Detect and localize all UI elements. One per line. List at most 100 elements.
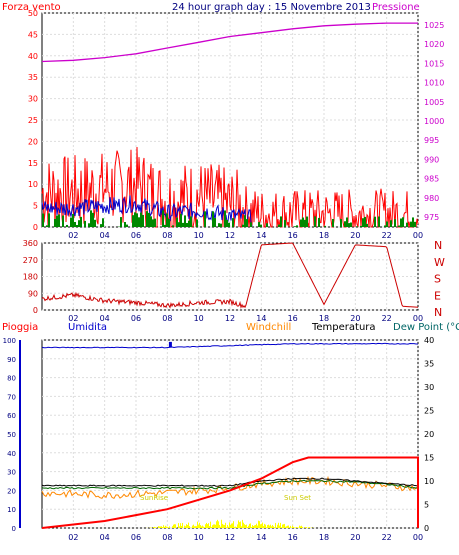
- wind-bar: [242, 224, 244, 227]
- humidity-tick-label: 20: [7, 487, 16, 495]
- wind-tick-label: 15: [28, 159, 38, 168]
- pressure-tick-label: 975: [424, 213, 439, 222]
- solar-bar: [236, 527, 237, 528]
- wind-bar: [384, 225, 386, 227]
- wind-bar: [142, 214, 144, 227]
- lower-x-ticks: 02 04 06 08 10 12 14 16 18 20 22 00: [68, 533, 423, 542]
- wind-bar: [224, 210, 226, 227]
- wind-pressure-series: [41, 22, 419, 228]
- solar-bar: [255, 525, 256, 528]
- pressure-tick-label: 1005: [424, 98, 444, 107]
- wind-bar: [390, 220, 392, 227]
- solar-bar: [242, 519, 243, 528]
- wind-bar: [134, 212, 136, 227]
- wind-bar: [260, 224, 262, 227]
- solar-bar: [280, 522, 281, 528]
- lower-x-tick-label: 06: [131, 533, 141, 542]
- wind-tick-label: 45: [28, 30, 38, 39]
- direction-tick-label: 360: [23, 239, 38, 248]
- temperature-tick-label: 15: [424, 454, 434, 463]
- solar-bar: [254, 525, 255, 528]
- pressure-axis-title: Pressione: [372, 2, 420, 13]
- solar-bar: [265, 524, 266, 528]
- wind-bar: [184, 215, 186, 227]
- solar-bar: [217, 519, 218, 528]
- solar-bar: [211, 526, 212, 528]
- wind-bar: [220, 223, 222, 227]
- wind-bar: [88, 223, 90, 227]
- solar-bar: [305, 526, 306, 528]
- solar-bar: [196, 526, 197, 528]
- wind-bar: [182, 222, 184, 227]
- solar-bar: [235, 526, 236, 528]
- wind-tick-label: 30: [28, 95, 38, 104]
- wind-x-tick-label: 12: [225, 231, 235, 240]
- solar-bar: [189, 526, 190, 528]
- wind-bar: [344, 221, 346, 227]
- solar-bar: [299, 525, 300, 528]
- wind-bar: [120, 217, 122, 227]
- direction-x-tick-label: 10: [194, 314, 204, 323]
- wind-bar: [190, 216, 192, 227]
- rain-title: Pioggia: [2, 322, 38, 333]
- direction-tick-label: 270: [23, 256, 38, 265]
- humidity-line: [41, 342, 418, 349]
- wind-bar: [166, 213, 168, 227]
- lower-x-tick-label: 20: [350, 533, 360, 542]
- wind-bar: [42, 213, 44, 227]
- solar-bar: [259, 521, 260, 528]
- temperature-tick-label: 30: [424, 383, 434, 392]
- wind-bar: [94, 219, 96, 227]
- chart-title: 24 hour graph day : 15 Novembre 2013: [172, 2, 371, 13]
- lower-x-tick-label: 14: [256, 533, 266, 542]
- solar-bar: [162, 527, 163, 528]
- solar-bar: [232, 523, 233, 528]
- direction-x-tick-label: 18: [319, 314, 329, 323]
- solar-bar: [250, 523, 251, 528]
- solar-bar: [300, 526, 301, 528]
- wind-bar: [54, 218, 56, 227]
- solar-bar: [302, 526, 303, 528]
- wind-bar: [74, 221, 76, 227]
- solar-bar: [184, 525, 185, 528]
- solar-bar: [204, 527, 205, 528]
- windchill-title: Windchill: [246, 322, 291, 333]
- wind-bar: [204, 211, 206, 227]
- wind-x-tick-label: 16: [288, 231, 298, 240]
- direction-x-tick-label: 12: [225, 314, 235, 323]
- wind-x-tick-label: 22: [382, 231, 392, 240]
- wind-bar: [80, 216, 82, 227]
- wind-bar: [152, 219, 154, 227]
- solar-bar: [288, 525, 289, 528]
- solar-bar: [193, 524, 194, 528]
- wind-bar: [284, 219, 286, 227]
- lower-x-tick-label: 10: [194, 533, 204, 542]
- solar-bar: [214, 524, 215, 528]
- wind-bar: [258, 222, 260, 227]
- solar-bar: [200, 525, 201, 528]
- solar-bar: [289, 527, 290, 528]
- solar-bar: [248, 525, 249, 528]
- wind-bar: [266, 223, 268, 227]
- solar-bar: [169, 526, 170, 528]
- wind-bar: [324, 225, 326, 227]
- solar-bar: [252, 525, 253, 528]
- wind-bar: [406, 222, 408, 227]
- wind-bar: [180, 213, 182, 227]
- solar-bar: [277, 524, 278, 528]
- solar-bar: [226, 527, 227, 528]
- wind-bar: [350, 222, 352, 227]
- temperature-tick-label: 20: [424, 430, 434, 439]
- direction-x-ticks: 02 04 06 08 10 12 14 16 18 20 22 00: [68, 314, 423, 323]
- solar-bar: [237, 524, 238, 528]
- solar-bar: [195, 526, 196, 528]
- solar-bar: [228, 526, 229, 528]
- solar-bar: [238, 520, 239, 528]
- wind-bar: [100, 224, 102, 227]
- direction-x-tick-label: 08: [162, 314, 172, 323]
- wind-tick-label: 25: [28, 116, 38, 125]
- solar-bar: [194, 526, 195, 528]
- solar-bar: [221, 519, 222, 528]
- humidity-tick-label: 0: [12, 525, 16, 533]
